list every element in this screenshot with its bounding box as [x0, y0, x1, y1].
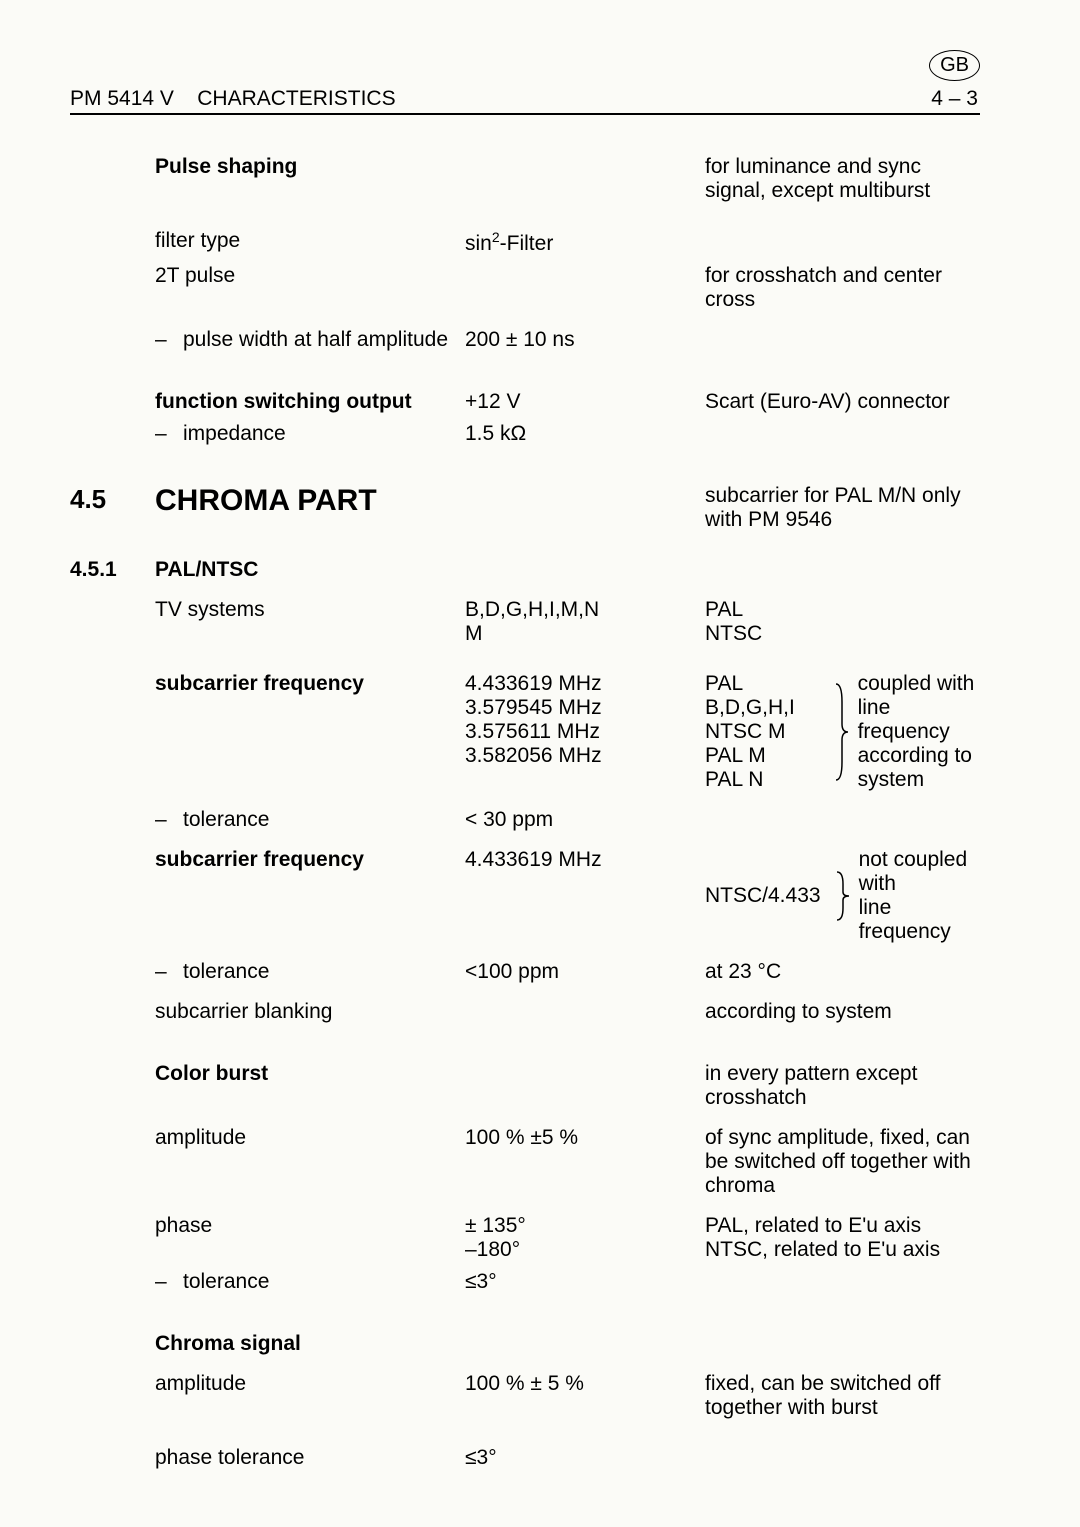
t2-pulse-note: for crosshatch and center cross: [705, 264, 980, 312]
cb-phase-note1: PAL, related to E'u axis: [705, 1214, 980, 1238]
sub2-brace-note-0: not coupled with: [859, 848, 980, 896]
cb-tol-value: ≤3°: [465, 1270, 705, 1294]
pulse-width-value: 200 ± 10 ns: [465, 328, 705, 352]
subcarrier2-system: NTSC/4.433: [705, 884, 821, 908]
color-burst-note: in every pattern except crosshatch: [705, 1062, 980, 1110]
sub2-brace-note-1: line frequency: [859, 896, 980, 944]
tv-systems-note1: PAL: [705, 598, 980, 622]
impedance-label: impedance: [155, 422, 465, 446]
sys-0: PAL B,D,G,H,I: [705, 672, 830, 720]
doc-title: CHARACTERISTICS: [197, 87, 395, 110]
cb-amp-label: amplitude: [155, 1126, 465, 1150]
blanking-label: subcarrier blanking: [155, 1000, 465, 1024]
pulse-width-label: pulse width at half amplitude: [155, 328, 465, 352]
brace-note-1: line frequency: [858, 696, 980, 744]
sub2-tol-value: <100 ppm: [465, 960, 705, 984]
pulse-shaping-note: for luminance and sync signal, except mu…: [705, 155, 980, 203]
filter-type-value: sin2-Filter: [465, 229, 705, 256]
cs-amp-label: amplitude: [155, 1372, 465, 1396]
tv-systems-value1: B,D,G,H,I,M,N: [465, 598, 705, 622]
header-right: GB 4 – 3: [929, 50, 980, 111]
brace-note-0: coupled with: [858, 672, 980, 696]
cs-phase-tol-value: ≤3°: [465, 1446, 705, 1470]
page-content: Pulse shaping for luminance and sync sig…: [70, 155, 980, 1470]
func-switch-value: +12 V: [465, 390, 705, 414]
cb-phase-value1: ± 135°: [465, 1214, 705, 1238]
cb-tol-label: tolerance: [155, 1270, 465, 1294]
filter-type-label: filter type: [155, 229, 465, 253]
palntsc-heading: PAL/NTSC: [155, 558, 465, 582]
cb-phase-value2: –180°: [465, 1238, 705, 1262]
freq-2: 3.575611 MHz: [465, 720, 705, 744]
tv-systems-value2: M: [465, 622, 705, 646]
cb-amp-note: of sync amplitude, fixed, can be switche…: [705, 1126, 980, 1198]
page-header: PM 5414 V CHARACTERISTICS GB 4 – 3: [70, 50, 980, 115]
cs-amp-value: 100 % ± 5 %: [465, 1372, 705, 1396]
sys-1: NTSC M: [705, 720, 830, 744]
sin-text: sin: [465, 232, 492, 255]
cs-phase-tol-label: phase tolerance: [155, 1446, 465, 1470]
right-brace-icon: [834, 682, 850, 782]
sub-tol-value: < 30 ppm: [465, 808, 705, 832]
freq-3: 3.582056 MHz: [465, 744, 705, 768]
freq-0: 4.433619 MHz: [465, 672, 705, 696]
impedance-value: 1.5 kΩ: [465, 422, 705, 446]
filter-suffix: -Filter: [500, 232, 554, 255]
region-badge: GB: [929, 50, 980, 81]
subcarrier2-value: 4.433619 MHz: [465, 848, 705, 872]
brace-note-2: according to: [858, 744, 980, 768]
subcarrier-label: subcarrier frequency: [155, 672, 465, 696]
sin-sup: 2: [492, 229, 500, 245]
func-switch-note: Scart (Euro-AV) connector: [705, 390, 980, 414]
sub2-tol-label: tolerance: [155, 960, 465, 984]
model-number: PM 5414 V: [70, 87, 174, 110]
subcarrier2-brace-group: NTSC/4.433 not coupled with line frequen…: [705, 848, 980, 944]
subcarrier2-label: subcarrier frequency: [155, 848, 465, 872]
page-number: 4 – 3: [929, 87, 980, 111]
func-switch-label: function switching output: [155, 390, 465, 414]
color-burst-heading: Color burst: [155, 1062, 465, 1086]
chroma-signal-heading: Chroma signal: [155, 1332, 465, 1356]
blanking-note: according to system: [705, 1000, 980, 1024]
t2-pulse-label: 2T pulse: [155, 264, 465, 288]
palntsc-section-num: 4.5.1: [70, 558, 155, 582]
right-brace-icon: [835, 870, 851, 922]
cb-phase-label: phase: [155, 1214, 465, 1238]
cb-phase-note2: NTSC, related to E'u axis: [705, 1238, 980, 1262]
chroma-note: subcarrier for PAL M/N only with PM 9546: [705, 484, 980, 532]
subcarrier-brace-group: PAL B,D,G,H,I NTSC M PAL M PAL N coupled…: [705, 672, 980, 792]
brace-note-3: system: [858, 768, 980, 792]
tv-systems-label: TV systems: [155, 598, 465, 622]
pulse-shaping-heading: Pulse shaping: [155, 155, 465, 179]
sub2-tol-note: at 23 °C: [705, 960, 980, 984]
cs-amp-note: fixed, can be switched off together with…: [705, 1372, 980, 1420]
chroma-section-num: 4.5: [70, 484, 155, 515]
freq-1: 3.579545 MHz: [465, 696, 705, 720]
sys-3: PAL N: [705, 768, 830, 792]
chroma-heading: CHROMA PART: [155, 484, 465, 518]
sub-tol-label: tolerance: [155, 808, 465, 832]
tv-systems-note2: NTSC: [705, 622, 980, 646]
cb-amp-value: 100 % ±5 %: [465, 1126, 705, 1150]
header-left: PM 5414 V CHARACTERISTICS: [70, 87, 396, 111]
sys-2: PAL M: [705, 744, 830, 768]
